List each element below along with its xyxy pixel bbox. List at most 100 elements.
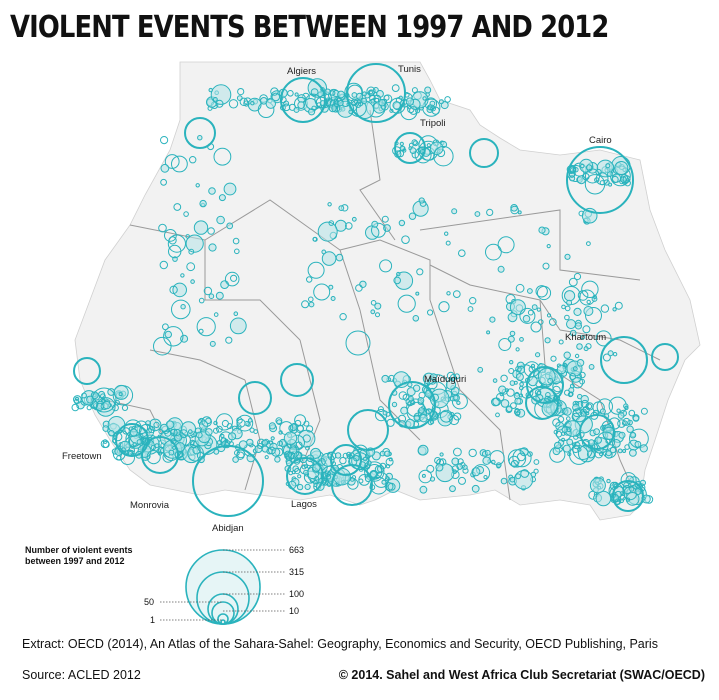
legend-circle-663 (185, 549, 261, 625)
event-circle (498, 385, 507, 394)
event-circle (579, 371, 586, 379)
event-circle (569, 329, 577, 337)
event-circle (229, 317, 247, 335)
event-circle (197, 135, 203, 141)
event-circle (394, 132, 426, 164)
city-label-freetown: Freetown (62, 451, 102, 462)
event-circle (512, 448, 532, 468)
event-circle (159, 260, 169, 270)
event-circle (335, 253, 344, 262)
event-circle (614, 301, 623, 310)
event-circle (277, 440, 284, 447)
event-circle (146, 450, 161, 465)
event-circle (129, 428, 138, 437)
event-circle (454, 373, 460, 380)
event-circle (572, 408, 587, 423)
event-circle (271, 447, 281, 457)
event-circle (162, 323, 169, 331)
event-circle (606, 478, 611, 484)
event-circle (73, 398, 80, 405)
event-circle (622, 417, 631, 426)
event-circle (294, 92, 299, 97)
event-circle (305, 445, 310, 451)
event-circle (538, 319, 544, 325)
map-title: VIOLENT EVENTS BETWEEN 1997 AND 2012 (10, 10, 609, 45)
event-circle (426, 464, 435, 473)
event-circle (453, 412, 462, 421)
event-circle (424, 86, 432, 94)
event-circle (199, 199, 207, 208)
event-circle (535, 352, 541, 358)
event-circle (585, 168, 600, 184)
event-circle (527, 288, 533, 294)
event-circle (510, 402, 517, 410)
event-circle (345, 330, 371, 356)
event-circle (435, 463, 444, 472)
event-circle (288, 470, 294, 476)
event-circle (173, 203, 182, 211)
event-circle (640, 407, 648, 415)
event-circle (193, 220, 209, 235)
event-circle (427, 309, 434, 316)
event-circle (381, 215, 389, 223)
event-circle (154, 443, 160, 449)
event-circle (577, 290, 589, 301)
event-circle (471, 484, 480, 493)
event-circle (611, 175, 619, 184)
event-circle (366, 86, 376, 96)
event-circle (574, 353, 580, 359)
event-circle (542, 262, 550, 270)
event-circle (301, 300, 310, 309)
event-circle (553, 429, 559, 435)
event-circle (417, 444, 429, 456)
event-circle (196, 317, 216, 337)
event-circle (317, 221, 338, 242)
event-circle (215, 413, 233, 431)
event-circle (574, 322, 583, 330)
extract-note: Extract: OECD (2014), An Atlas of the Sa… (22, 637, 658, 651)
event-circle (198, 328, 204, 334)
event-circle (547, 377, 554, 384)
event-circle (326, 97, 330, 102)
event-circle (160, 178, 168, 186)
event-circle (451, 208, 458, 215)
event-circle (634, 488, 642, 496)
event-circle (595, 330, 612, 347)
event-circle (508, 368, 515, 374)
event-circle (169, 285, 178, 294)
event-circle (134, 420, 149, 435)
event-circle (216, 425, 223, 433)
city-label-algiers: Algiers (287, 66, 316, 77)
event-circle (617, 419, 626, 428)
event-circle (414, 146, 432, 164)
event-circle (265, 98, 276, 109)
event-circle (370, 300, 377, 306)
event-circle (172, 282, 187, 298)
event-circle (224, 271, 240, 287)
event-circle (311, 105, 317, 111)
event-circle (308, 296, 314, 303)
event-circle (498, 338, 512, 351)
event-circle (324, 470, 331, 477)
event-circle (519, 382, 524, 387)
event-circle (398, 219, 406, 227)
event-circle (330, 444, 362, 476)
event-circle (639, 444, 648, 453)
event-circle (280, 363, 314, 397)
event-circle (330, 296, 336, 301)
event-circle (573, 307, 582, 316)
event-circle (611, 173, 622, 183)
city-label-maiduguri: Maïduguri (424, 374, 466, 385)
event-circle (453, 447, 462, 457)
event-circle (208, 243, 217, 252)
event-circle (544, 337, 551, 344)
event-circle (304, 483, 311, 490)
event-circle (232, 456, 239, 463)
event-circle (564, 305, 571, 312)
event-circle (347, 409, 389, 451)
event-circle (121, 447, 126, 452)
event-circle (304, 464, 308, 469)
event-circle (451, 393, 468, 410)
event-circle (530, 363, 536, 368)
event-circle (525, 386, 559, 420)
